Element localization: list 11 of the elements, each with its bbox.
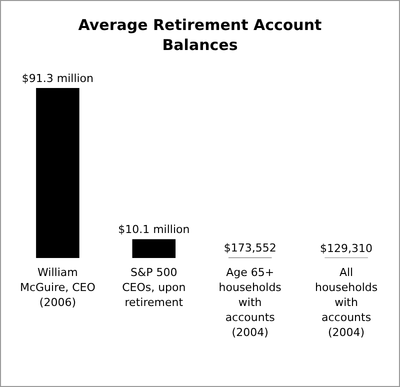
bar [132,239,176,258]
chart-title: Average Retirement Account Balances [78,16,322,54]
data-label: $173,552 [224,242,276,255]
x-tick-label: All households with accounts (2004) [314,266,378,339]
data-label: $10.1 million [118,223,190,236]
x-tick-label: William McGuire, CEO (2006) [20,266,96,309]
data-label: $91.3 million [22,72,94,85]
bar [36,88,80,258]
x-tick-label: S&P 500 CEOs, upon retirement [122,266,186,309]
data-label: $129,310 [320,242,373,255]
x-tick-label: Age 65+ households with accounts (2004) [218,266,282,339]
